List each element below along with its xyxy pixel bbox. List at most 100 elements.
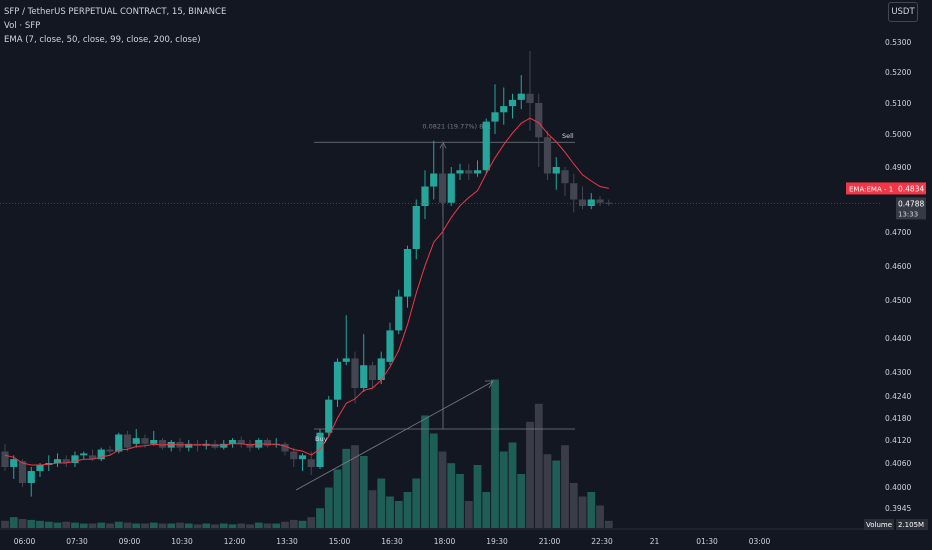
candle-body[interactable] [447, 173, 455, 203]
candle-body[interactable] [535, 103, 543, 138]
volume-bar [88, 523, 97, 528]
candle-body[interactable] [430, 173, 438, 187]
candle-body[interactable] [342, 358, 350, 362]
candle-body[interactable] [605, 202, 613, 204]
candle-body[interactable] [491, 112, 499, 122]
candle-body[interactable] [526, 93, 534, 103]
candle-body[interactable] [298, 455, 307, 460]
volume-bar [44, 521, 53, 528]
candle-body[interactable] [500, 106, 508, 113]
volume-bar [114, 521, 123, 528]
candle-body[interactable] [386, 330, 394, 362]
candle-body[interactable] [220, 443, 228, 448]
candle-body[interactable] [543, 137, 552, 174]
candle-body[interactable] [10, 459, 18, 467]
candle-body[interactable] [412, 206, 420, 249]
candle-body[interactable] [290, 451, 298, 460]
ema-badge [846, 182, 926, 195]
candle-body[interactable] [123, 434, 132, 448]
price-tick-label: 0.4300 [885, 368, 911, 377]
candle-body[interactable] [438, 173, 447, 203]
candle-body[interactable] [473, 170, 482, 174]
candle-body[interactable] [158, 440, 167, 448]
volume-bar [342, 448, 351, 528]
candle-body[interactable] [18, 461, 27, 483]
volume-bar [569, 483, 578, 528]
candle-body[interactable] [53, 459, 62, 463]
volume-bar [403, 492, 412, 528]
candle-body[interactable] [132, 438, 140, 444]
price-tick-label: 0.4700 [885, 228, 911, 237]
candle-body[interactable] [456, 170, 464, 174]
ema-line[interactable] [4, 117, 609, 466]
time-tick-label: 01:30 [696, 537, 718, 546]
price-axis[interactable] [882, 22, 932, 550]
candle-body[interactable] [88, 455, 97, 460]
volume-bar [307, 517, 316, 528]
candle-body[interactable] [1, 451, 9, 468]
candle-body[interactable] [281, 443, 289, 452]
candle-body[interactable] [596, 199, 604, 203]
ema-badge-label: EMA:EMA - 1 [849, 185, 893, 193]
candle-body[interactable] [106, 449, 114, 452]
candle-body[interactable] [307, 459, 315, 467]
time-tick-label: 16:30 [381, 537, 403, 546]
candle-body[interactable] [141, 438, 149, 444]
candle-body[interactable] [561, 170, 569, 184]
ema-indicator-label[interactable]: EMA (7, close, 50, close, 99, close, 200… [4, 35, 201, 45]
candle-body[interactable] [360, 365, 368, 388]
candle-body[interactable] [167, 441, 175, 448]
candle-body[interactable] [150, 440, 158, 444]
candle-body[interactable] [246, 443, 254, 448]
volume-bar [447, 463, 456, 528]
candle-body[interactable] [465, 170, 473, 174]
time-axis[interactable] [0, 530, 932, 550]
volume-bar [561, 445, 569, 528]
volume-indicator-label[interactable]: Vol · SFP [4, 21, 41, 31]
candle-body[interactable] [27, 471, 35, 483]
candle-body[interactable] [587, 199, 595, 207]
candle-body[interactable] [368, 365, 377, 380]
candle-body[interactable] [115, 434, 123, 452]
candle-body[interactable] [71, 455, 79, 463]
volume-bar [289, 519, 298, 528]
chart-legend: SFP / TetherUS PERPETUAL CONTRACT, 15, B… [4, 5, 226, 47]
candle-body[interactable] [333, 361, 342, 400]
candle-body[interactable] [578, 199, 587, 207]
candle-body[interactable] [421, 186, 429, 207]
measure-label: 0.0821 (19.77%) 821 [422, 122, 491, 130]
currency-button[interactable]: USDT [888, 2, 918, 22]
buy-label: Buy [315, 435, 328, 443]
candle-body[interactable] [97, 449, 105, 460]
symbol-title[interactable]: SFP / TetherUS PERPETUAL CONTRACT, 15, B… [4, 7, 227, 17]
volume-bar [62, 521, 71, 528]
candle-body[interactable] [482, 121, 490, 171]
candle-body[interactable] [62, 459, 70, 463]
candle-body[interactable] [80, 453, 88, 456]
candle-body[interactable] [36, 465, 44, 471]
volume-bar [184, 523, 193, 528]
candle-body[interactable] [325, 399, 333, 433]
candle-body[interactable] [351, 358, 359, 388]
volume-bar [394, 501, 403, 528]
price-tick-label: 0.4120 [885, 436, 911, 445]
candle-body[interactable] [552, 167, 560, 174]
candle-body[interactable] [517, 93, 525, 100]
candle-body[interactable] [377, 358, 385, 380]
trend-line[interactable] [295, 381, 493, 491]
volume-bar [36, 520, 44, 528]
candle-body[interactable] [570, 183, 578, 200]
volume-bar [141, 523, 149, 528]
candle-body[interactable] [403, 249, 412, 297]
candle-body[interactable] [508, 99, 517, 107]
time-tick-label: 15:00 [329, 537, 351, 546]
candle-body[interactable] [228, 440, 237, 444]
candle-body[interactable] [263, 440, 272, 446]
volume-badge-value-bg [896, 519, 928, 530]
candle-body[interactable] [395, 296, 403, 331]
candle-body[interactable] [316, 432, 324, 467]
candle-body[interactable] [237, 440, 245, 444]
candle-body[interactable] [185, 443, 193, 448]
